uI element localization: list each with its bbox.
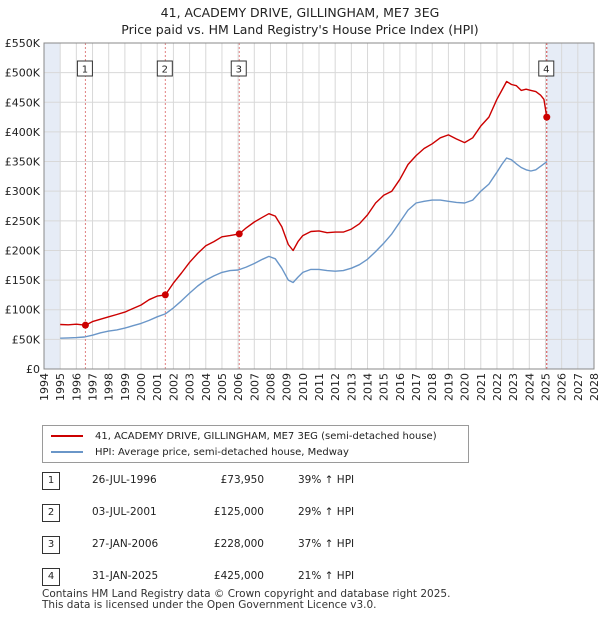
- sale-number-box: [156, 60, 173, 77]
- x-tick-label: 2014: [362, 373, 375, 401]
- sale-number-box: [76, 60, 93, 77]
- y-tick-label: £550K: [5, 37, 41, 50]
- shaded-region: [44, 43, 61, 369]
- x-tick-label: 2020: [459, 373, 472, 401]
- x-tick-label: 2003: [184, 373, 197, 401]
- y-tick-label: £100K: [5, 304, 41, 317]
- legend-swatch-red: [51, 435, 83, 437]
- sale-row: 2 03-JUL-2001 £125,000 29% ↑ HPI: [42, 504, 442, 524]
- y-tick-label: £200K: [5, 244, 41, 257]
- sale-number-badge: 1: [42, 472, 60, 490]
- x-tick-label: 1999: [119, 373, 132, 401]
- sale-number-label: 2: [162, 65, 168, 76]
- sale-date: 26-JUL-1996: [92, 474, 157, 486]
- x-tick-label: 2026: [556, 373, 569, 401]
- chart-title-block: 41, ACADEMY DRIVE, GILLINGHAM, ME7 3EG P…: [0, 4, 600, 38]
- sale-number-badge: 2: [42, 504, 60, 522]
- x-tick-label: 2018: [426, 373, 439, 401]
- y-tick-label: £350K: [5, 156, 41, 169]
- series-line-property: [60, 80, 548, 326]
- sale-price: £73,950: [220, 474, 264, 486]
- sale-price: £125,000: [213, 506, 264, 518]
- x-tick-label: 2025: [539, 373, 552, 401]
- x-tick-label: 2015: [378, 373, 391, 401]
- x-tick-label: 2024: [523, 373, 536, 401]
- x-tick-label: 2010: [297, 373, 310, 401]
- sale-point: [161, 291, 169, 299]
- x-tick-label: 2022: [491, 373, 504, 401]
- y-tick-label: £400K: [5, 126, 41, 139]
- y-tick-label: £500K: [5, 67, 41, 80]
- y-tick-label: £250K: [5, 215, 41, 228]
- sale-row: 4 31-JAN-2025 £425,000 21% ↑ HPI: [42, 568, 442, 588]
- sale-price: £425,000: [213, 570, 264, 582]
- legend-swatch-blue: [51, 451, 83, 453]
- sale-point: [81, 321, 89, 329]
- y-tick-label: £300K: [5, 185, 41, 198]
- x-tick-label: 2027: [572, 373, 585, 401]
- sale-point: [543, 113, 551, 121]
- x-tick-label: 1995: [54, 373, 67, 401]
- y-tick-label: £50K: [12, 333, 41, 346]
- sale-point: [235, 230, 243, 238]
- x-tick-label: 1998: [103, 373, 116, 401]
- x-tick-label: 2005: [216, 373, 229, 401]
- footer-licence: This data is licensed under the Open Gov…: [42, 599, 377, 611]
- x-tick-label: 2017: [410, 373, 423, 401]
- sale-date: 27-JAN-2006: [92, 538, 159, 550]
- sale-hpi-diff: 29% ↑ HPI: [298, 506, 355, 518]
- chart-title: 41, ACADEMY DRIVE, GILLINGHAM, ME7 3EG: [160, 5, 440, 20]
- legend-item-property: 41, ACADEMY DRIVE, GILLINGHAM, ME7 3EG (…: [51, 429, 437, 443]
- sale-hpi-diff: 39% ↑ HPI: [298, 474, 355, 486]
- x-tick-label: 2008: [264, 373, 277, 401]
- x-tick-label: 2011: [313, 373, 326, 401]
- footer-attribution: Contains HM Land Registry data © Crown c…: [42, 589, 450, 611]
- x-tick-label: 2000: [135, 373, 148, 401]
- shaded-region: [546, 43, 594, 369]
- sale-row: 3 27-JAN-2006 £228,000 37% ↑ HPI: [42, 536, 442, 556]
- x-tick-label: 1994: [38, 373, 51, 401]
- x-tick-label: 1997: [87, 373, 100, 401]
- x-tick-label: 2016: [394, 373, 407, 401]
- y-tick-label: £0: [26, 363, 40, 376]
- x-tick-label: 2012: [329, 373, 342, 401]
- x-tick-label: 2023: [507, 373, 520, 401]
- footer-copyright: Contains HM Land Registry data © Crown c…: [42, 588, 451, 600]
- sale-number-label: 3: [236, 65, 242, 76]
- x-tick-label: 2028: [588, 373, 600, 401]
- sale-number-box: [230, 60, 247, 77]
- plot-area-border: [43, 42, 595, 370]
- sale-price: £228,000: [213, 538, 264, 550]
- legend-label-hpi: HPI: Average price, semi-detached house,…: [95, 446, 349, 458]
- x-tick-label: 2004: [200, 373, 213, 401]
- sale-number-label: 1: [82, 65, 88, 76]
- x-tick-label: 2002: [167, 373, 180, 401]
- x-tick-label: 2006: [232, 373, 245, 401]
- x-tick-label: 1996: [70, 373, 83, 401]
- chart-legend: 41, ACADEMY DRIVE, GILLINGHAM, ME7 3EG (…: [42, 425, 469, 463]
- series-line-hpi: [60, 157, 548, 339]
- y-tick-label: £150K: [5, 274, 41, 287]
- x-tick-label: 2021: [475, 373, 488, 401]
- x-tick-label: 2007: [248, 373, 261, 401]
- chart-subtitle: Price paid vs. HM Land Registry's House …: [121, 22, 479, 37]
- x-tick-label: 2009: [281, 373, 294, 401]
- sale-number-badge: 4: [42, 568, 60, 586]
- y-tick-label: £450K: [5, 96, 41, 109]
- sale-row: 1 26-JUL-1996 £73,950 39% ↑ HPI: [42, 472, 442, 492]
- x-tick-label: 2013: [345, 373, 358, 401]
- sale-date: 03-JUL-2001: [92, 506, 157, 518]
- legend-label-property: 41, ACADEMY DRIVE, GILLINGHAM, ME7 3EG (…: [95, 430, 437, 442]
- sale-date: 31-JAN-2025: [92, 570, 159, 582]
- legend-item-hpi: HPI: Average price, semi-detached house,…: [51, 445, 349, 459]
- x-tick-label: 2019: [442, 373, 455, 401]
- x-tick-label: 2001: [151, 373, 164, 401]
- sale-hpi-diff: 37% ↑ HPI: [298, 538, 355, 550]
- sale-hpi-diff: 21% ↑ HPI: [298, 570, 355, 582]
- sale-number-box: [538, 60, 555, 77]
- sale-number-badge: 3: [42, 536, 60, 554]
- price-chart: £0 £50K £100K £150K £200K £250K £300K £350K £400…: [5, 37, 600, 401]
- sale-number-label: 4: [543, 65, 549, 76]
